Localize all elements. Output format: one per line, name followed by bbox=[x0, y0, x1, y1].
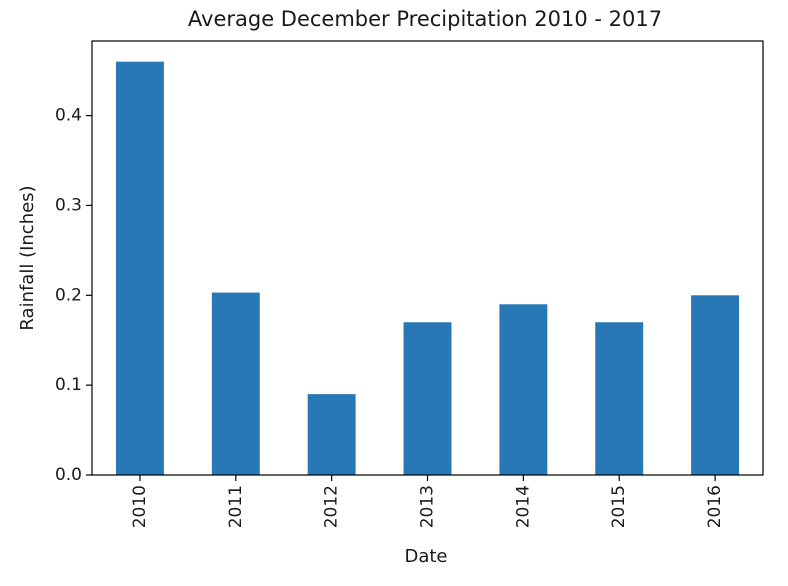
x-axis-ticks: 2010 2011 2012 2013 2014 2015 2016 bbox=[130, 475, 725, 528]
plot-frame bbox=[91, 40, 764, 476]
y-tick-label: 0.1 bbox=[55, 375, 82, 395]
x-tick-label: 2011 bbox=[226, 485, 246, 528]
y-axis-ticks: 0.0 0.1 0.2 0.3 0.4 bbox=[55, 106, 92, 485]
x-tick-label: 2013 bbox=[418, 485, 438, 528]
x-tick-label: 2016 bbox=[705, 485, 725, 528]
x-tick-label: 2014 bbox=[513, 485, 533, 528]
x-tick-label: 2015 bbox=[609, 485, 629, 528]
y-tick-label: 0.2 bbox=[55, 285, 82, 305]
bar-2011 bbox=[211, 292, 260, 475]
bar-2010 bbox=[115, 61, 164, 476]
bar-group bbox=[115, 61, 740, 476]
x-axis-label: Date bbox=[404, 546, 447, 567]
bar-2015 bbox=[595, 322, 644, 475]
x-tick-label: 2010 bbox=[130, 485, 150, 528]
chart-title: Average December Precipitation 2010 - 20… bbox=[188, 7, 662, 31]
bar-2012 bbox=[307, 394, 356, 475]
y-tick-label: 0.0 bbox=[55, 465, 82, 485]
bar-2016 bbox=[691, 295, 740, 475]
y-tick-label: 0.4 bbox=[55, 106, 82, 126]
y-axis-label: Rainfall (Inches) bbox=[17, 185, 38, 330]
x-tick-label: 2012 bbox=[322, 485, 342, 528]
bar-2013 bbox=[403, 322, 452, 475]
bar-2014 bbox=[499, 304, 548, 475]
y-tick-label: 0.3 bbox=[55, 195, 82, 215]
